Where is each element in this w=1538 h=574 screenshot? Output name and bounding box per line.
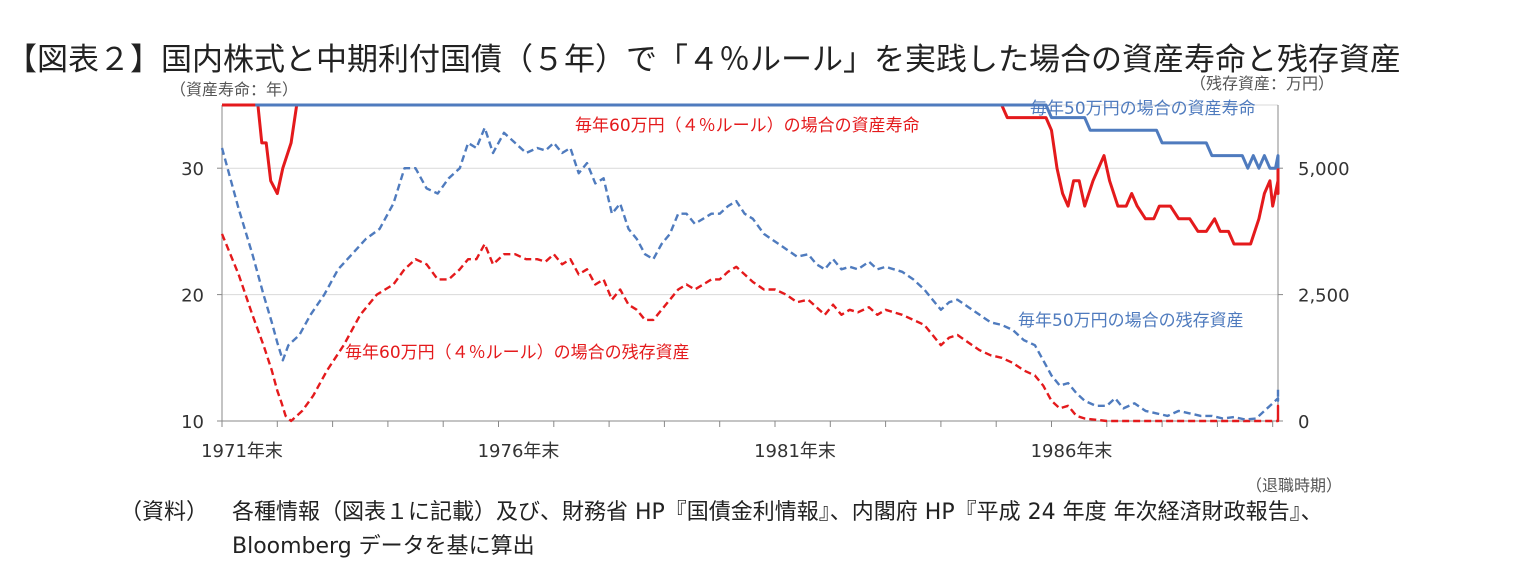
x-tick-label-0: 1971年末 xyxy=(201,441,283,462)
chart-title: 【図表２】国内株式と中期利付国債（５年）で「４％ルール」を実践した場合の資産寿命… xyxy=(6,42,1401,78)
series-annotation-3: 毎年50万円の場合の残存資産 xyxy=(1018,311,1244,331)
series-line-1 xyxy=(255,103,1280,170)
source-line-1: 各種情報（図表１に記載）及び、財務省 HP『国債金利情報』、内閣府 HP『平成 … xyxy=(232,500,1323,525)
x-tick-label-2: 1981年末 xyxy=(754,441,836,462)
series-line-2 xyxy=(220,233,1280,423)
left-tick-label-0: 10 xyxy=(181,412,204,433)
source-line-2: Bloomberg データを基に算出 xyxy=(232,534,535,559)
left-tick-label-1: 20 xyxy=(181,286,204,307)
series-annotation-2: 毎年60万円（４％ルール）の場合の残存資産 xyxy=(345,343,690,363)
right-tick-label-1: 2,500 xyxy=(1298,286,1350,307)
right-tick-label-2: 5,000 xyxy=(1298,159,1350,180)
right-axis-unit: （残存資産：万円） xyxy=(1190,74,1335,93)
right-tick-label-0: 0 xyxy=(1298,412,1309,433)
x-axis-unit: （退職時期） xyxy=(1246,476,1343,495)
series-annotation-0: 毎年60万円（４％ルール）の場合の資産寿命 xyxy=(575,116,920,136)
source-note: （資料） 各種情報（図表１に記載）及び、財務省 HP『国債金利情報』、内閣府 HP… xyxy=(120,496,1323,564)
series-line-3 xyxy=(220,126,1280,421)
x-tick-label-3: 1986年末 xyxy=(1031,441,1113,462)
source-label: （資料） xyxy=(120,500,209,525)
x-tick-label-1: 1976年末 xyxy=(478,441,560,462)
left-tick-label-2: 30 xyxy=(181,159,204,180)
series-line-0 xyxy=(222,103,1280,246)
series-annotation-1: 毎年50万円の場合の資産寿命 xyxy=(1030,99,1256,119)
left-axis-unit: （資産寿命：年） xyxy=(170,80,299,99)
